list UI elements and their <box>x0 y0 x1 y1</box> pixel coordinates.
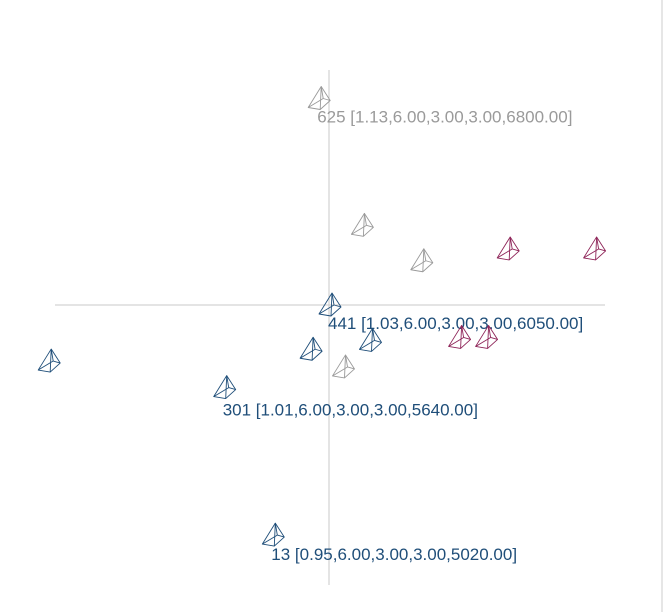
data-point-p5 <box>583 236 607 261</box>
data-points: 625 [1.13,6.00,3.00,3.00,6800.00] 441 [1.… <box>37 86 607 564</box>
data-point-13 <box>261 522 285 547</box>
point-label-441: 441 [1.03,6.00,3.00,3.00,6050.00] <box>328 314 583 333</box>
data-point-p10 <box>299 336 323 361</box>
data-point-301 <box>213 375 237 400</box>
data-point-p11 <box>332 354 355 379</box>
point-label-625: 625 [1.13,6.00,3.00,3.00,6800.00] <box>317 108 572 127</box>
data-point-441 <box>318 292 342 317</box>
data-point-p8 <box>475 325 499 349</box>
right-edge <box>661 0 663 612</box>
data-point-p3 <box>410 248 434 273</box>
data-point-p4 <box>496 236 520 261</box>
data-point-p12 <box>37 348 61 373</box>
data-point-p7 <box>448 325 472 349</box>
data-point-p2 <box>350 212 374 237</box>
data-point-p9 <box>359 327 382 352</box>
point-label-13: 13 [0.95,6.00,3.00,3.00,5020.00] <box>271 545 517 564</box>
point-label-301: 301 [1.01,6.00,3.00,3.00,5640.00] <box>223 401 478 420</box>
data-point-625 <box>307 86 331 110</box>
